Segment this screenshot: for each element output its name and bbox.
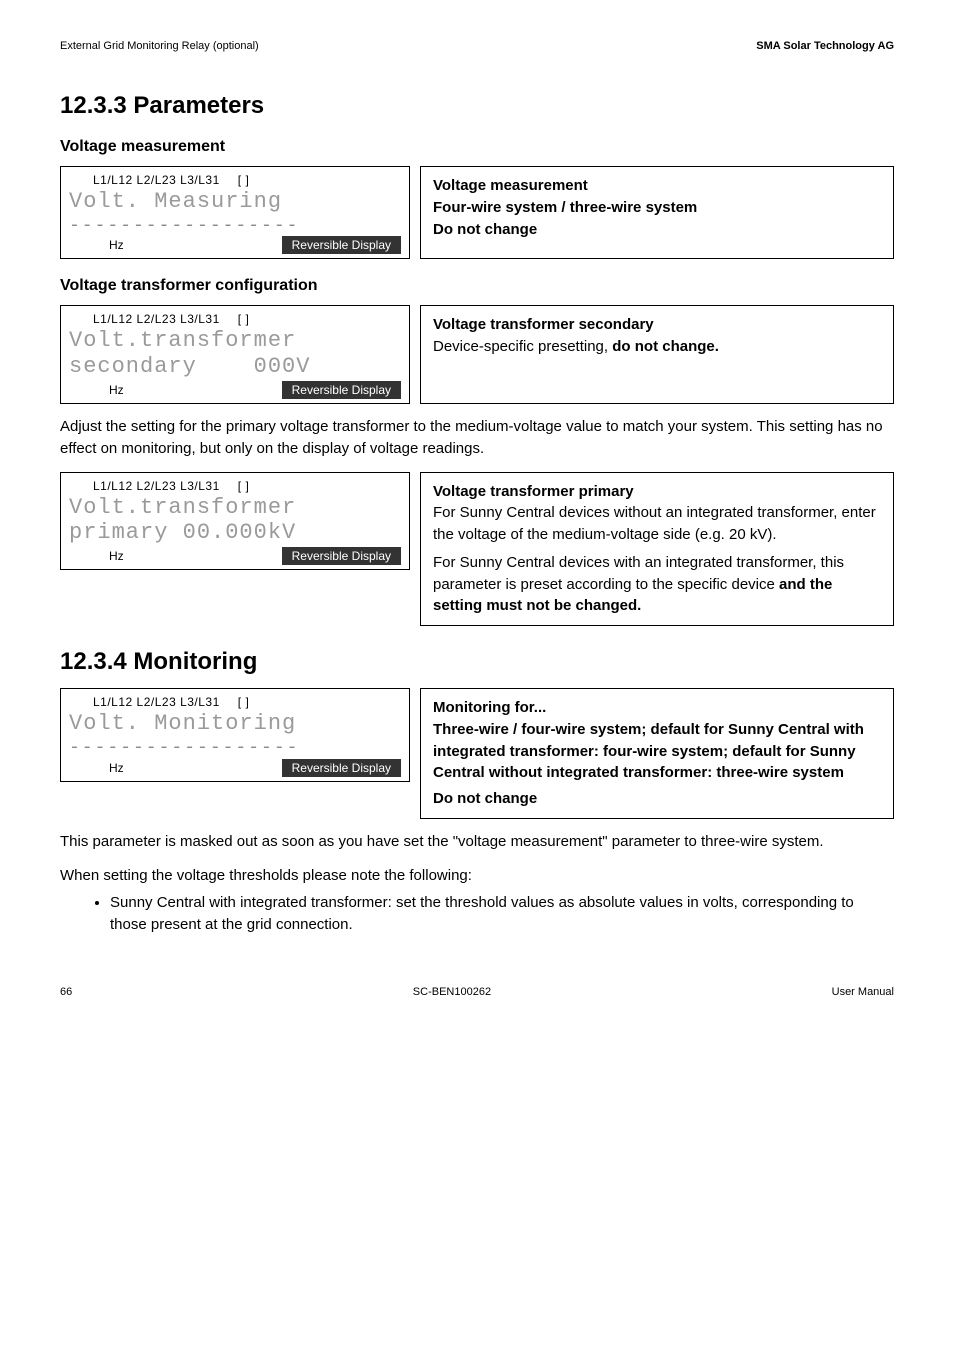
footer-page-number: 66 xyxy=(60,986,72,998)
voltage-measurement-row: L1/L12 L2/L23 L3/L31[ ] Volt. Measuring … xyxy=(60,166,894,259)
voltage-measurement-subheading: Voltage measurement xyxy=(60,138,894,156)
lcd-hz: Hz xyxy=(109,549,124,563)
lcd-reversible-display: Reversible Display xyxy=(282,381,401,399)
desc-p2: For Sunny Central devices with an integr… xyxy=(433,552,881,617)
lcd-reversible-display: Reversible Display xyxy=(282,759,401,777)
footer-right: User Manual xyxy=(832,986,894,998)
desc-title: Monitoring for... xyxy=(433,697,881,719)
voltage-transformer-secondary-desc: Voltage transformer secondary Device-spe… xyxy=(420,305,894,404)
desc-bold: Three-wire / four-wire system; default f… xyxy=(433,719,881,784)
lcd-bottom: Hz Reversible Display xyxy=(69,759,401,777)
lcd-tabs: L1/L12 L2/L23 L3/L31[ ] xyxy=(69,695,401,709)
lcd-line1: Volt.transformer xyxy=(69,328,401,353)
desc-title: Voltage transformer secondary xyxy=(433,314,881,336)
lcd-line1: Volt. Monitoring xyxy=(69,711,401,736)
desc-title: Voltage measurement xyxy=(433,175,881,197)
lcd-reversible-display: Reversible Display xyxy=(282,547,401,565)
voltage-measurement-lcd: L1/L12 L2/L23 L3/L31[ ] Volt. Measuring … xyxy=(60,166,410,259)
lcd-reversible-display: Reversible Display xyxy=(282,236,401,254)
monitoring-desc: Monitoring for... Three-wire / four-wire… xyxy=(420,688,894,819)
voltage-transformer-secondary-lcd: L1/L12 L2/L23 L3/L31[ ] Volt.transformer… xyxy=(60,305,410,404)
desc-line3: Do not change xyxy=(433,219,881,241)
desc-line2: Device-specific presetting, do not chang… xyxy=(433,336,881,358)
lcd-hz: Hz xyxy=(109,383,124,397)
monitoring-row: L1/L12 L2/L23 L3/L31[ ] Volt. Monitoring… xyxy=(60,688,894,819)
lcd-tabs: L1/L12 L2/L23 L3/L31[ ] xyxy=(69,312,401,326)
desc-line2: Four-wire system / three-wire system xyxy=(433,197,881,219)
footer-doc-id: SC-BEN100262 xyxy=(413,986,491,998)
masked-paragraph: This parameter is masked out as soon as … xyxy=(60,831,894,853)
lcd-bottom: Hz Reversible Display xyxy=(69,381,401,399)
bullet-item: Sunny Central with integrated transforme… xyxy=(110,892,894,936)
lcd-tabs: L1/L12 L2/L23 L3/L31[ ] xyxy=(69,173,401,187)
lcd-dashline: ------------------ xyxy=(69,740,401,756)
voltage-transformer-primary-desc: Voltage transformer primary For Sunny Ce… xyxy=(420,472,894,627)
voltage-transformer-config-subheading: Voltage transformer configuration xyxy=(60,277,894,295)
lcd-tabs: L1/L12 L2/L23 L3/L31[ ] xyxy=(69,479,401,493)
section-monitoring-heading: 12.3.4 Monitoring xyxy=(60,648,894,676)
adjust-paragraph: Adjust the setting for the primary volta… xyxy=(60,416,894,460)
lcd-line1: Volt.transformer xyxy=(69,495,401,520)
monitoring-lcd: L1/L12 L2/L23 L3/L31[ ] Volt. Monitoring… xyxy=(60,688,410,781)
page-header: External Grid Monitoring Relay (optional… xyxy=(60,40,894,52)
desc-line3: Do not change xyxy=(433,788,881,810)
bullet-list: Sunny Central with integrated transforme… xyxy=(110,892,894,936)
lcd-dashline: ------------------ xyxy=(69,218,401,234)
lcd-bottom: Hz Reversible Display xyxy=(69,547,401,565)
page-footer: 66 SC-BEN100262 User Manual xyxy=(60,986,894,998)
lcd-line2: primary 00.000kV xyxy=(69,520,401,545)
header-left: External Grid Monitoring Relay (optional… xyxy=(60,40,259,52)
section-parameters-heading: 12.3.3 Parameters xyxy=(60,92,894,120)
desc-p1: For Sunny Central devices without an int… xyxy=(433,502,881,546)
lcd-hz: Hz xyxy=(109,238,124,252)
lcd-hz: Hz xyxy=(109,761,124,775)
voltage-transformer-primary-row: L1/L12 L2/L23 L3/L31[ ] Volt.transformer… xyxy=(60,472,894,627)
header-right: SMA Solar Technology AG xyxy=(756,40,894,52)
desc-title: Voltage transformer primary xyxy=(433,481,881,503)
lcd-bottom: Hz Reversible Display xyxy=(69,236,401,254)
voltage-transformer-secondary-row: L1/L12 L2/L23 L3/L31[ ] Volt.transformer… xyxy=(60,305,894,404)
lcd-line1: Volt. Measuring xyxy=(69,189,401,214)
lcd-line2: secondary 000V xyxy=(69,354,401,379)
note-paragraph: When setting the voltage thresholds plea… xyxy=(60,865,894,887)
voltage-measurement-desc: Voltage measurement Four-wire system / t… xyxy=(420,166,894,259)
voltage-transformer-primary-lcd: L1/L12 L2/L23 L3/L31[ ] Volt.transformer… xyxy=(60,472,410,571)
